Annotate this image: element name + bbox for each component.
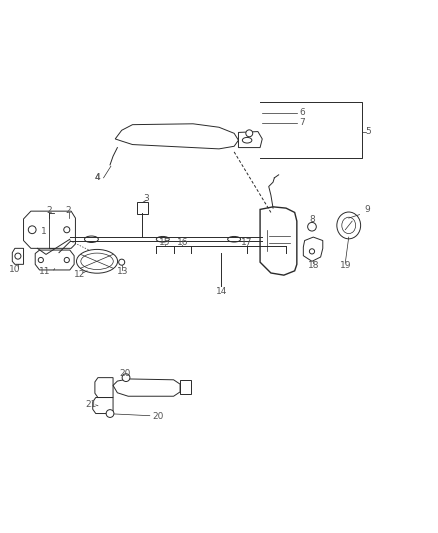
Circle shape (122, 374, 130, 382)
Text: 16: 16 (177, 238, 188, 247)
Text: 12: 12 (74, 270, 85, 279)
Text: 21: 21 (86, 400, 97, 408)
Text: 4: 4 (94, 173, 100, 182)
Text: 20: 20 (153, 413, 164, 422)
Circle shape (307, 222, 316, 231)
Text: 7: 7 (300, 118, 305, 127)
Text: 17: 17 (241, 238, 253, 247)
Text: 4: 4 (94, 173, 100, 182)
Text: 19: 19 (339, 261, 351, 270)
Text: 2: 2 (47, 206, 52, 215)
Text: 5: 5 (365, 127, 371, 136)
Circle shape (309, 249, 314, 254)
Text: 13: 13 (117, 267, 129, 276)
Circle shape (28, 226, 36, 233)
Circle shape (64, 257, 69, 263)
Text: 10: 10 (9, 265, 21, 274)
Text: 1: 1 (41, 227, 47, 236)
Circle shape (38, 257, 43, 263)
Circle shape (119, 259, 125, 265)
Text: 2: 2 (66, 206, 71, 215)
Text: 6: 6 (300, 108, 305, 117)
Text: 9: 9 (364, 205, 370, 214)
Text: 14: 14 (215, 287, 227, 296)
Circle shape (246, 130, 253, 137)
Circle shape (15, 253, 21, 259)
Circle shape (64, 227, 70, 233)
Text: 8: 8 (309, 215, 315, 224)
Text: 3: 3 (144, 193, 149, 203)
FancyBboxPatch shape (137, 201, 148, 214)
Text: 20: 20 (119, 369, 131, 378)
Circle shape (106, 410, 114, 417)
Text: 11: 11 (39, 267, 51, 276)
Text: 15: 15 (159, 238, 171, 247)
Text: 18: 18 (307, 261, 319, 270)
